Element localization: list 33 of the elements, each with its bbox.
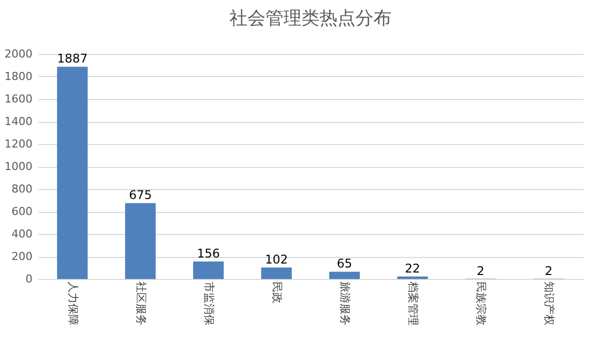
y-tick-label: 1000 xyxy=(4,160,32,173)
x-tick-label: 民族宗教 xyxy=(474,282,488,326)
y-tick-label: 1800 xyxy=(4,70,32,83)
y-tick-label: 1600 xyxy=(4,92,32,106)
chart-title: 社会管理类热点分布 xyxy=(230,8,392,29)
y-tick-label: 400 xyxy=(12,228,32,240)
bar xyxy=(125,203,156,279)
bar xyxy=(261,268,292,279)
bar xyxy=(193,261,224,279)
y-tick-label: 1200 xyxy=(4,138,32,150)
y-tick-label: 0 xyxy=(26,272,32,286)
y-tick-label: 2000 xyxy=(4,48,32,60)
x-tick-label: 知识产权 xyxy=(542,282,556,326)
y-tick-label: 200 xyxy=(12,250,32,263)
x-tick-label: 人力保障 xyxy=(66,282,80,326)
data-label: 1887 xyxy=(57,52,88,66)
x-tick-label: 民政 xyxy=(270,282,284,304)
x-tick-label: 社区服务 xyxy=(134,282,148,326)
y-tick-label: 1400 xyxy=(4,115,32,128)
x-tick-label: 旅游服务 xyxy=(338,282,352,326)
data-label: 2 xyxy=(544,264,552,278)
bar xyxy=(57,66,88,279)
y-tick-label: 800 xyxy=(12,182,32,196)
data-label: 65 xyxy=(336,256,352,271)
x-tick-label: 市监消保 xyxy=(202,282,216,326)
y-tick-label: 600 xyxy=(12,205,32,218)
data-label: 2 xyxy=(476,264,484,278)
data-label: 156 xyxy=(196,246,220,260)
data-label: 22 xyxy=(404,262,420,276)
data-label: 102 xyxy=(265,252,288,267)
bar xyxy=(329,272,360,279)
x-tick-label: 档案管理 xyxy=(406,280,420,326)
data-label: 675 xyxy=(128,188,152,202)
